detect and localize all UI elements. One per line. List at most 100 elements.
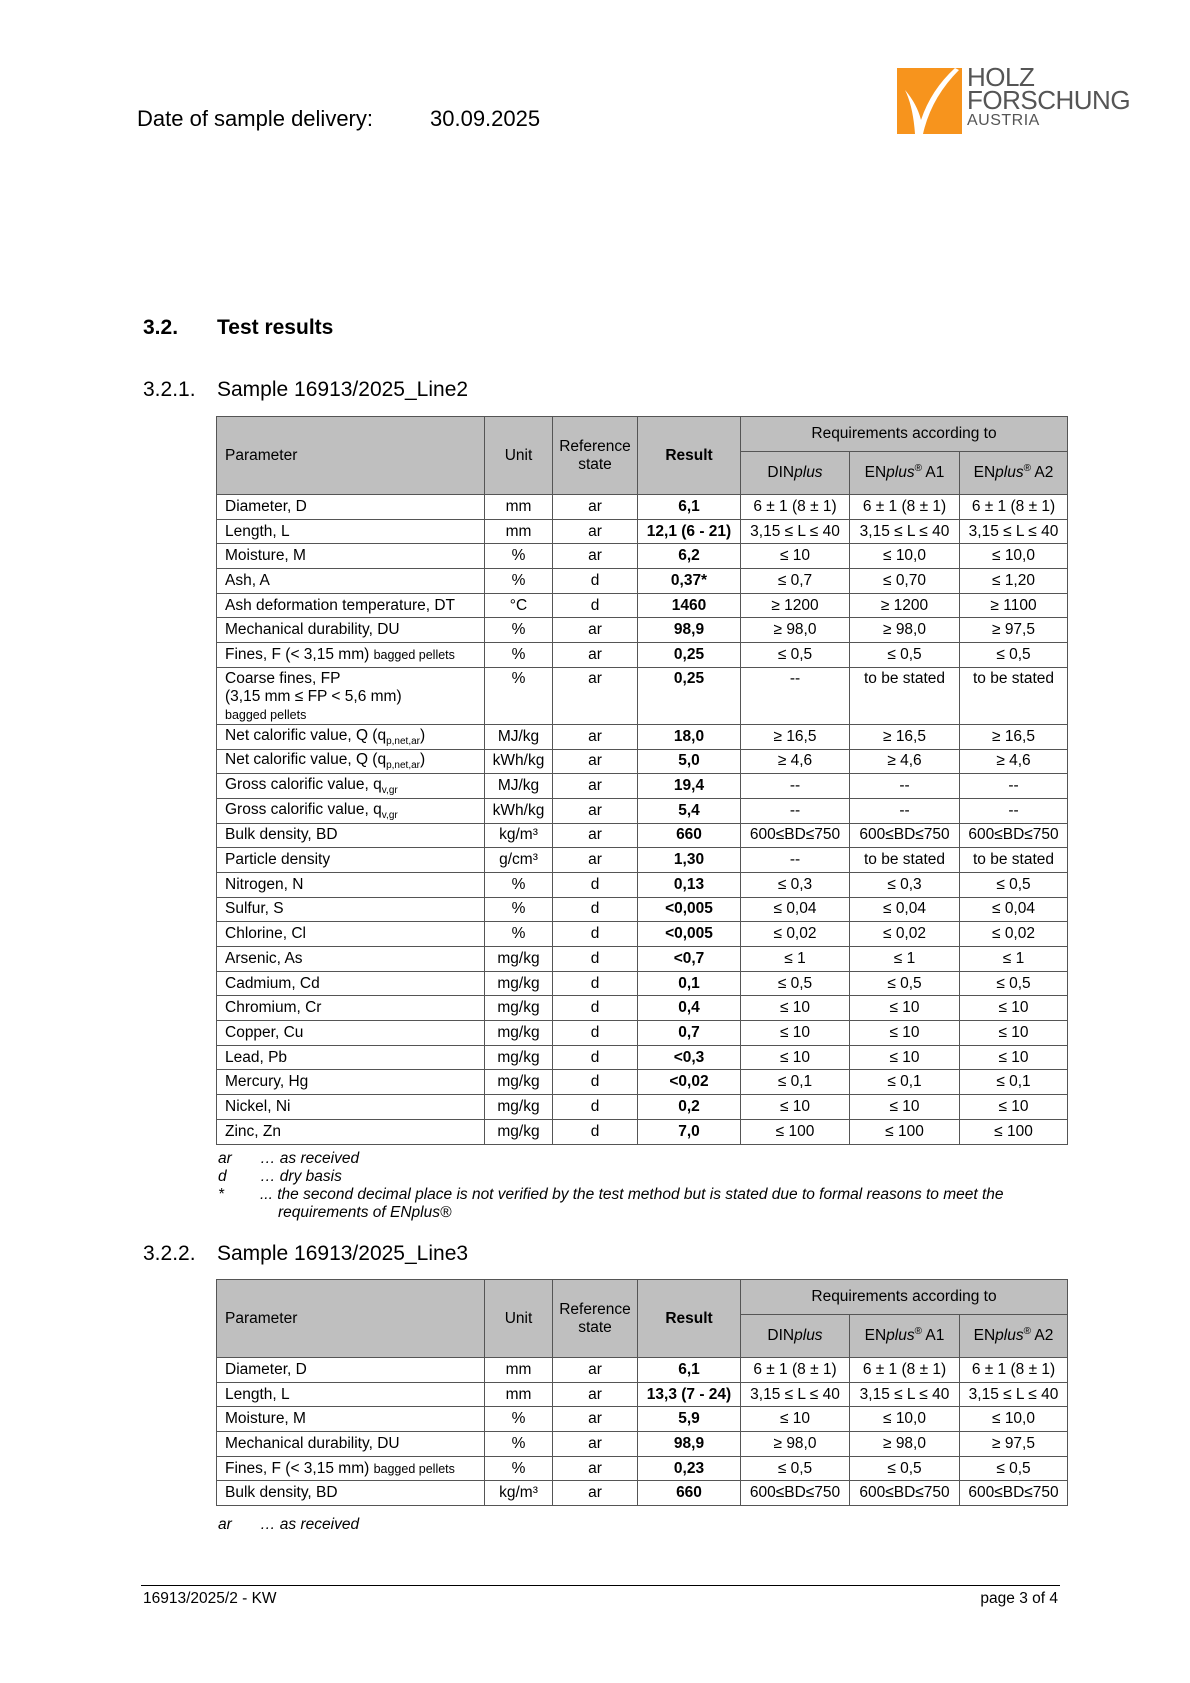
table-row: Gross calorific value, qv,gr MJ/kg ar 19,4-…	[216, 773, 1068, 799]
parameter-cell: Nitrogen, N	[216, 871, 485, 898]
parameter-cell: Fines, F (< 3,15 mm) bagged pellets	[216, 642, 485, 668]
enplus-a1-cell: ≤ 10,0	[849, 1406, 960, 1433]
parameter-note: bagged pellets	[373, 647, 455, 662]
footnote-key: ar	[218, 1150, 232, 1167]
result-cell: 98,9	[637, 617, 741, 644]
result-cell: <0,02	[637, 1069, 741, 1096]
result-cell: 0,23	[637, 1455, 741, 1482]
enplus-a2-cell: ≤ 10,0	[959, 1406, 1068, 1433]
header-dinplus: DINplus	[740, 451, 850, 495]
footnote-key: d	[218, 1168, 227, 1185]
header-unit: Unit	[484, 416, 553, 495]
unit-cell: mg/kg	[484, 1118, 553, 1145]
parameter-name: Chlorine, Cl	[225, 925, 306, 943]
parameter-cell: Zinc, Zn	[216, 1118, 485, 1145]
unit-cell: mg/kg	[484, 1094, 553, 1120]
parameter-cell: Chlorine, Cl	[216, 921, 485, 947]
dinplus-cell: ≤ 1	[740, 946, 850, 972]
dinplus-cell: ≤ 100	[740, 1118, 850, 1145]
parameter-name: Coarse fines, FP	[225, 669, 341, 687]
table-row: Net calorific value, Q (qp,net,ar) MJ/kg a…	[216, 723, 1068, 750]
header-row: Parameter Unit Reference state Result Requir…	[216, 416, 1068, 495]
enplus-a1-cell: ≤ 0,70	[849, 568, 960, 594]
parameter-cell: Moisture, M	[216, 543, 485, 570]
enplus-a1-cell: ≤ 10,0	[849, 543, 960, 570]
reference-state-cell: d	[552, 896, 638, 923]
enplus-a1-cell: ≥ 4,6	[849, 748, 960, 775]
result-cell: <0,005	[637, 896, 741, 923]
parameter-cell: Moisture, M	[216, 1406, 485, 1433]
parameter-name: Chromium, Cr	[225, 999, 322, 1017]
header-parameter: Parameter	[216, 416, 485, 495]
header-result: Result	[637, 1279, 741, 1358]
result-cell: 0,7	[637, 1020, 741, 1046]
reference-state-cell: ar	[552, 642, 638, 668]
parameter-cell: Mechanical durability, DU	[216, 617, 485, 644]
unit-cell: %	[484, 568, 553, 594]
dinplus-cell: ≤ 10	[740, 543, 850, 570]
parameter-name: Moisture, M	[225, 547, 306, 565]
result-cell: 0,25	[637, 666, 741, 725]
unit-cell: MJ/kg	[484, 723, 553, 750]
parameter-cell: Diameter, D	[216, 1357, 485, 1383]
a1-plus: plus	[886, 1327, 915, 1345]
results-table: Parameter Unit Reference state Result Requir…	[216, 1279, 1068, 1507]
table-row: Net calorific value, Q (qp,net,ar) kWh/kg…	[216, 748, 1068, 775]
reference-state-cell: d	[552, 1118, 638, 1145]
enplus-a2-cell: ≤ 1,20	[959, 568, 1068, 594]
parameter-cell: Cadmium, Cd	[216, 970, 485, 997]
table-row: Chromium, Cr mg/kg d 0,4 ≤ 10 ≤ 10 ≤ 10	[216, 995, 1068, 1022]
header-row: Parameter Unit Reference state Result Requir…	[216, 1279, 1068, 1358]
dinplus-cell: --	[740, 666, 850, 725]
enplus-a2-cell: ≤ 0,5	[959, 970, 1068, 997]
result-cell: 6,2	[637, 543, 741, 570]
parameter-name: Mechanical durability, DU	[225, 1434, 400, 1452]
enplus-a1-cell: 600≤BD≤750	[849, 822, 960, 849]
a2-suffix: A2	[1030, 464, 1054, 482]
parameter-name: Cadmium, Cd	[225, 974, 320, 992]
result-cell: 0,2	[637, 1094, 741, 1120]
parameter-name: Nickel, Ni	[225, 1097, 291, 1115]
enplus-a2-cell: ≤ 0,5	[959, 642, 1068, 668]
parameter-name: Bulk density, BD	[225, 826, 338, 844]
parameter-cell: Copper, Cu	[216, 1020, 485, 1046]
result-cell: 660	[637, 1480, 741, 1507]
parameter-cell: Mechanical durability, DU	[216, 1431, 485, 1457]
dinplus-cell: ≥ 98,0	[740, 1431, 850, 1457]
unit-cell: %	[484, 921, 553, 947]
dinplus-cell: 6 ± 1 (8 ± 1)	[740, 1357, 850, 1383]
parameter-tail: )	[420, 751, 426, 769]
parameter-name: Fines, F (< 3,15 mm)	[225, 1459, 374, 1477]
table-row: Cadmium, Cd mg/kg d 0,1 ≤ 0,5 ≤ 0,5 ≤ 0,5	[216, 970, 1068, 997]
unit-cell: mg/kg	[484, 1044, 553, 1071]
result-cell: 13,3 (7 - 24)	[637, 1381, 741, 1408]
enplus-a1-cell: 6 ± 1 (8 ± 1)	[849, 494, 960, 520]
enplus-a2-cell: 600≤BD≤750	[959, 822, 1068, 849]
header-requirements: Requirements according to	[740, 1279, 1068, 1315]
footnote-text: ... the second decimal place is not veri…	[260, 1186, 1004, 1221]
table-row: Fines, F (< 3,15 mm) bagged pellets% ar 0,…	[216, 1455, 1068, 1482]
parameter-tail: )	[420, 726, 426, 744]
unit-cell: kg/m³	[484, 1480, 553, 1507]
enplus-a2-cell: ≤ 0,04	[959, 896, 1068, 923]
enplus-a2-cell: 3,15 ≤ L ≤ 40	[959, 1381, 1068, 1408]
reference-state-cell: d	[552, 871, 638, 898]
parameter-name: Mechanical durability, DU	[225, 621, 400, 639]
a2-prefix: EN	[973, 1327, 996, 1345]
header-reference-state: Reference state	[552, 416, 638, 495]
result-cell: 6,1	[637, 1357, 741, 1383]
parameter-name: Net calorific value, Q (q	[225, 751, 387, 769]
unit-cell: kg/m³	[484, 822, 553, 849]
parameter-cell: Ash deformation temperature, DT	[216, 592, 485, 619]
parameter-subscript: p,net,ar	[386, 760, 421, 772]
result-cell: 5,0	[637, 748, 741, 775]
parameter-cell: Net calorific value, Q (qp,net,ar)	[216, 748, 485, 775]
dinplus-cell: ≤ 0,02	[740, 921, 850, 947]
unit-cell: kWh/kg	[484, 748, 553, 775]
parameter-cell: Diameter, D	[216, 494, 485, 520]
unit-cell: MJ/kg	[484, 773, 553, 799]
header-enplus-a2: ENplus® A2	[959, 1314, 1068, 1358]
